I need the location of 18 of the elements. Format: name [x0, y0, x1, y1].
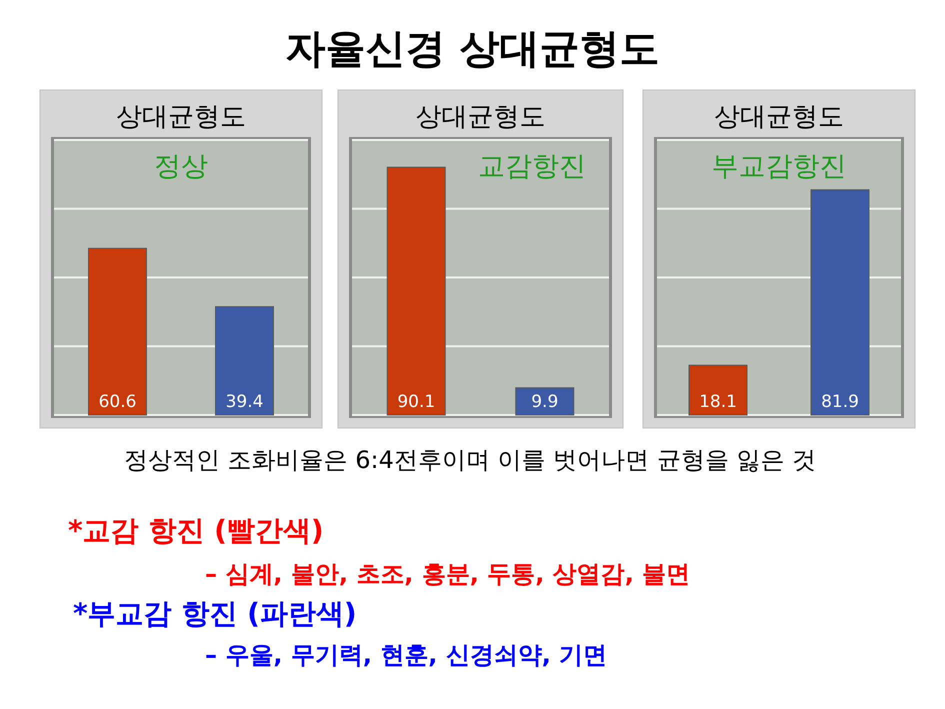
text: 정상적인 조화비율은 6:4전후이며 이를 벗어나면 균형을 잃은 것: [124, 446, 816, 474]
chart-title: 상대균형도: [416, 102, 546, 132]
text: – 우울, 무기력, 현훈, 신경쇠약, 기면: [205, 641, 608, 669]
data-label: 90.1: [397, 392, 436, 412]
text: 자율신경 상대균형도: [286, 26, 660, 72]
text: *교감 항진 (빨간색): [68, 514, 324, 547]
data-label: 60.6: [98, 392, 136, 412]
chart-title: 상대균형도: [714, 102, 844, 132]
text: – 심계, 불안, 초조, 홍분, 두통, 상열감, 불면: [205, 560, 690, 588]
data-label: 18.1: [699, 392, 737, 412]
annotation: 정상: [154, 151, 208, 182]
chart-title: 상대균형도: [116, 102, 246, 132]
data-label: 81.9: [821, 392, 859, 412]
data-label: 9.9: [531, 392, 558, 412]
text: *부교감 항진 (파란색): [73, 597, 357, 630]
annotation: 부교감항진: [712, 151, 846, 182]
data-label: 39.4: [226, 392, 264, 412]
annotation: 교감항진: [478, 151, 586, 182]
